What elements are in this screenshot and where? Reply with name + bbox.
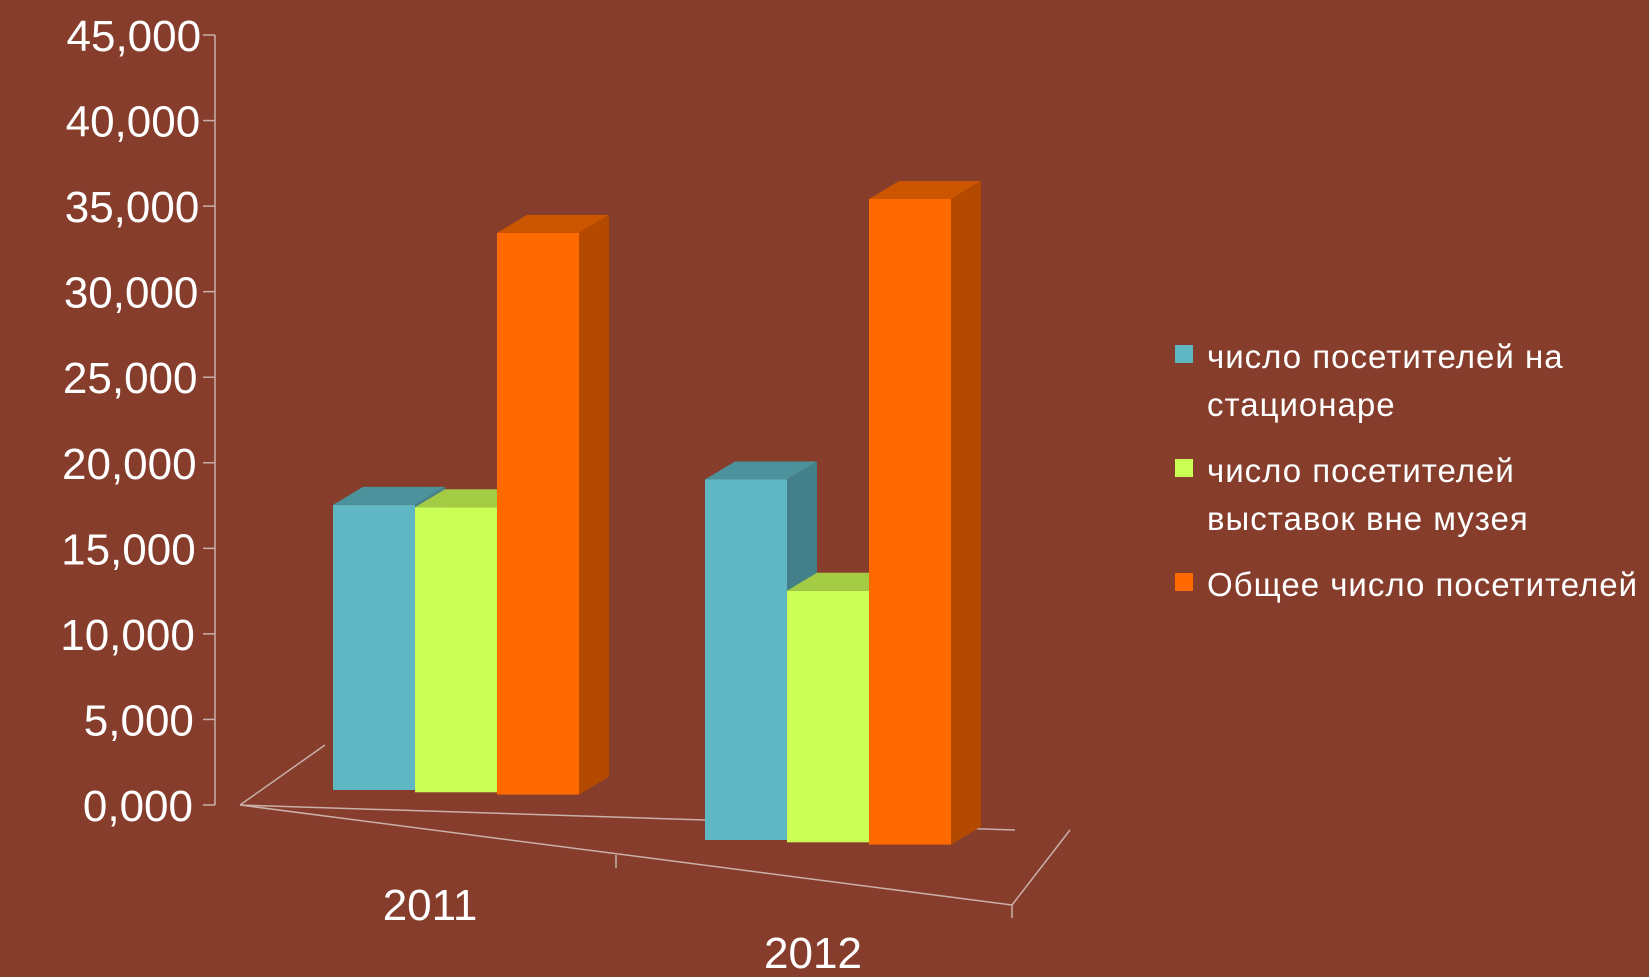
legend-label: Общее число посетителей	[1207, 566, 1639, 603]
floor-right-edge	[1011, 829, 1071, 906]
legend-item: число посетителей выставок вне музея	[1175, 447, 1645, 543]
legend-label: число посетителей на стационаре	[1207, 338, 1564, 423]
bars	[333, 180, 981, 845]
y-tick-label: 10,000	[60, 611, 195, 660]
y-tick-labels: 0,000 5,000 10,000 15,000 20,000 25,000 30,000…	[60, 12, 201, 831]
y-tick-label: 25,000	[63, 354, 198, 403]
bar-front	[333, 504, 415, 790]
bar-top	[497, 214, 609, 233]
legend-label: число посетителей выставок вне музея	[1207, 452, 1529, 537]
x-tick-label: 2012	[764, 929, 862, 977]
floor-front-edge	[239, 804, 1013, 906]
y-tick-label: 0,000	[83, 782, 193, 831]
legend-swatch-series-1	[1175, 345, 1193, 363]
bar-front	[415, 507, 497, 793]
y-tick-label: 30,000	[64, 269, 199, 318]
y-tick-label: 45,000	[67, 12, 202, 61]
bar-side	[579, 214, 609, 795]
bar-side	[951, 180, 981, 845]
bar-front	[705, 479, 787, 840]
legend-swatch-series-2	[1175, 459, 1193, 477]
bar-front	[497, 232, 579, 795]
legend-item: число посетителей на стационаре	[1175, 333, 1645, 429]
legend-item: Общее число посетителей	[1175, 561, 1645, 609]
y-tick-label: 40,000	[66, 98, 201, 147]
bar-top	[333, 486, 445, 505]
floor-left-edge	[239, 744, 326, 806]
legend: число посетителей на стационаре число по…	[1175, 333, 1645, 627]
category-labels: 2011 2012	[383, 881, 862, 977]
x-tick-label: 2011	[383, 881, 478, 930]
y-tick-label: 20,000	[62, 440, 197, 489]
bar-top	[705, 461, 817, 480]
y-tick-label: 15,000	[61, 525, 196, 574]
bar-front	[787, 590, 869, 843]
y-tick-label: 5,000	[84, 696, 194, 745]
y-tick-label: 35,000	[65, 183, 200, 232]
legend-swatch-series-3	[1175, 573, 1193, 591]
bar-front	[869, 198, 951, 845]
bar-top	[869, 180, 981, 199]
